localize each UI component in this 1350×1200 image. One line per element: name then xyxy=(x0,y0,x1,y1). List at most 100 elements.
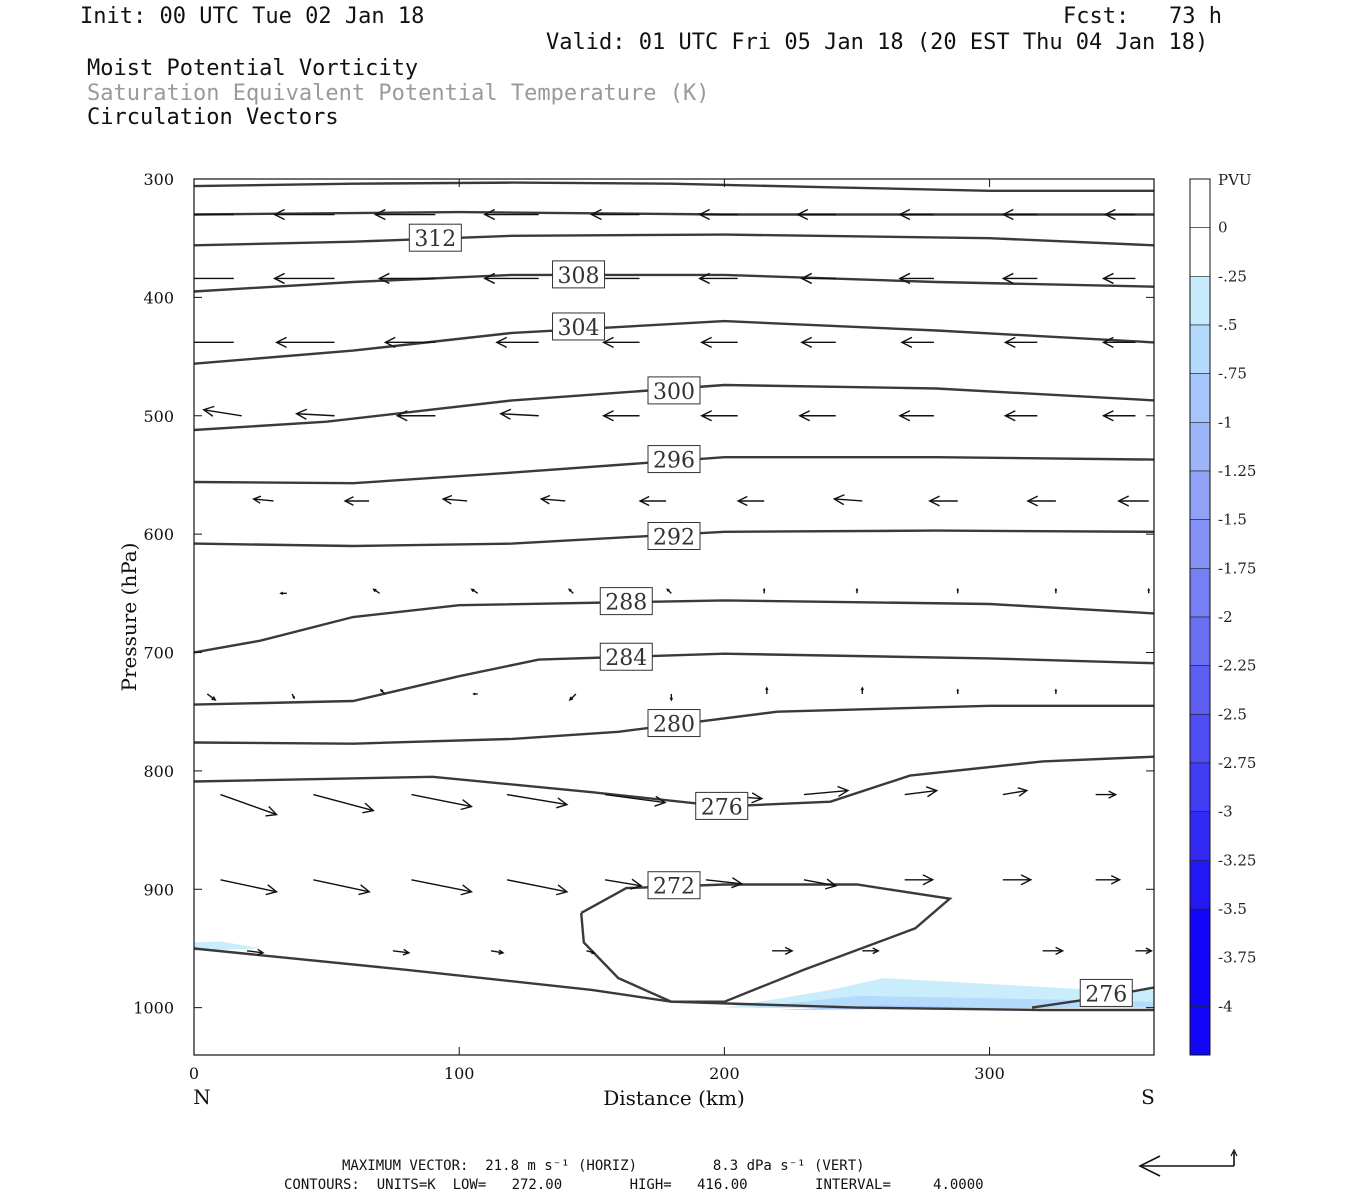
circulation-vector-head xyxy=(762,587,766,592)
colorbar-level-label: -3 xyxy=(1218,803,1233,821)
colorbar-level-label: -2.25 xyxy=(1218,657,1256,675)
colorbar-cell xyxy=(1189,957,1211,1007)
circulation-vector-head xyxy=(589,208,602,221)
circulation-vector-head xyxy=(1054,587,1058,592)
circulation-vector-head xyxy=(556,797,569,809)
plot-frame xyxy=(193,178,1155,1056)
circulation-vector-head xyxy=(700,336,712,348)
circulation-vector-head xyxy=(383,336,396,348)
colorbar-cell xyxy=(1189,908,1211,958)
colorbar-frame xyxy=(1189,178,1211,1056)
circulation-vector-head xyxy=(1145,947,1154,955)
colorbar-level-label: -.75 xyxy=(1218,365,1247,383)
circulation-vector-head xyxy=(630,878,643,890)
contour-label-box xyxy=(1079,978,1133,1007)
circulation-vector-head xyxy=(362,802,375,814)
pv-colorbar: PVU 0 -.25 -.5 -.75 -1 -1.25 -1.5 -1.75 -2 -2.25 -2… xyxy=(1189,171,1256,1056)
circulation-vector-head xyxy=(638,495,650,507)
contour-layer xyxy=(194,181,1154,1012)
contour-label-box xyxy=(408,223,462,252)
circulation-vector xyxy=(313,879,370,893)
circulation-vector-head xyxy=(211,696,217,701)
colorbar-cell xyxy=(1189,519,1211,569)
circulation-vector-head xyxy=(666,588,670,592)
field-title-theta-es: Saturation Equivalent Potential Temperat… xyxy=(87,81,710,106)
circulation-vector-head xyxy=(170,337,180,347)
contour-line xyxy=(194,273,1154,293)
circulation-vector-head xyxy=(731,877,744,889)
circulation-vector-head xyxy=(568,588,572,592)
init-time: Init: 00 UTC Tue 02 Jan 18 xyxy=(80,4,425,29)
y-tick-label: 600 xyxy=(143,525,174,544)
circulation-vector-head xyxy=(1101,410,1114,422)
colorbar-level-label: -.25 xyxy=(1218,267,1247,285)
circulation-vector xyxy=(246,950,264,954)
colorbar-level-label: -.5 xyxy=(1218,316,1237,334)
colorbar-level-label: -2.5 xyxy=(1218,705,1247,723)
circulation-vector xyxy=(541,498,566,502)
colorbar-level-label: -1.5 xyxy=(1218,511,1247,529)
circulation-vector-head xyxy=(294,408,308,420)
reference-vector-vertical-head xyxy=(1230,1148,1238,1157)
circulation-vector xyxy=(253,498,274,502)
circulation-vector-head xyxy=(700,410,712,422)
circulation-vector-head xyxy=(441,494,453,505)
circulation-vector-head xyxy=(837,785,850,798)
reference-vector xyxy=(1138,1148,1238,1177)
x-tick-label: 300 xyxy=(974,1064,1005,1083)
colorbar-cell xyxy=(1189,665,1211,715)
colorbar-level-label: -3.5 xyxy=(1218,900,1247,918)
circulation-vector-head xyxy=(956,688,960,692)
contour-line xyxy=(194,456,1154,485)
contour-label: 276 xyxy=(701,795,743,820)
circulation-vector-head xyxy=(751,792,764,804)
circulation-vector-head xyxy=(872,947,880,955)
colorbar-level-label: 0 xyxy=(1218,219,1228,237)
contour-line xyxy=(194,755,1154,808)
forecast-hour: Fcst: 73 h xyxy=(1063,4,1222,29)
colorbar-cell xyxy=(1189,811,1211,861)
contour-label-box xyxy=(647,445,701,474)
colorbar-cell xyxy=(1189,616,1211,666)
circulation-vector-head xyxy=(379,688,384,693)
y-tick-label: 400 xyxy=(143,288,174,307)
colorbar-cell xyxy=(1189,227,1211,277)
circulation-vector xyxy=(803,789,849,796)
circulation-vector xyxy=(313,793,374,812)
contour-label: 312 xyxy=(414,227,456,252)
circulation-vector-head xyxy=(860,686,864,691)
circulation-vector-head xyxy=(460,884,473,896)
circulation-vector-head xyxy=(272,208,285,221)
contour-label: 284 xyxy=(605,646,647,671)
colorbar-level-label: -2.75 xyxy=(1218,754,1256,772)
contour-label-box xyxy=(647,522,701,551)
circulation-vector xyxy=(206,693,216,701)
circulation-vector-head xyxy=(395,410,408,422)
circulation-vector-head xyxy=(1103,208,1116,221)
circulation-vector-head xyxy=(472,692,476,696)
colorbar-cell xyxy=(1189,422,1211,472)
circulation-vector-head xyxy=(460,799,473,811)
circulation-vector-head xyxy=(1117,495,1130,507)
axes-layer: 0 100 200 300 300 400 500 600 700 800 900 1000 xyxy=(133,170,1154,1083)
x-tick-label: 0 xyxy=(189,1064,199,1083)
footer-max-vector: MAXIMUM VECTOR: 21.8 m s⁻¹ (HORIZ) 8.3 d… xyxy=(342,1158,865,1174)
circulation-vector-head xyxy=(568,696,574,702)
contour-label: 272 xyxy=(653,875,695,900)
y-tick-label: 800 xyxy=(143,762,174,781)
footer-contours: CONTOURS: UNITS=K LOW= 272.00 HIGH= 416.… xyxy=(284,1177,984,1193)
circulation-vector-head xyxy=(591,950,597,955)
contour-line xyxy=(194,529,1154,548)
circulation-vector-head xyxy=(498,949,505,955)
pv-shade-region xyxy=(194,941,261,951)
field-title-mpv: Moist Potential Vorticity xyxy=(87,56,419,81)
circulation-vector-head xyxy=(202,405,215,417)
y-tick-label: 900 xyxy=(143,880,174,899)
circulation-vector xyxy=(490,950,504,954)
circulation-vector-head xyxy=(900,336,913,348)
circulation-vector-head xyxy=(922,874,935,886)
colorbar-level-label: -1 xyxy=(1218,413,1233,431)
circulation-vector xyxy=(296,413,335,417)
y-tick-label: 300 xyxy=(143,170,174,189)
circulation-vector-head xyxy=(256,948,265,956)
